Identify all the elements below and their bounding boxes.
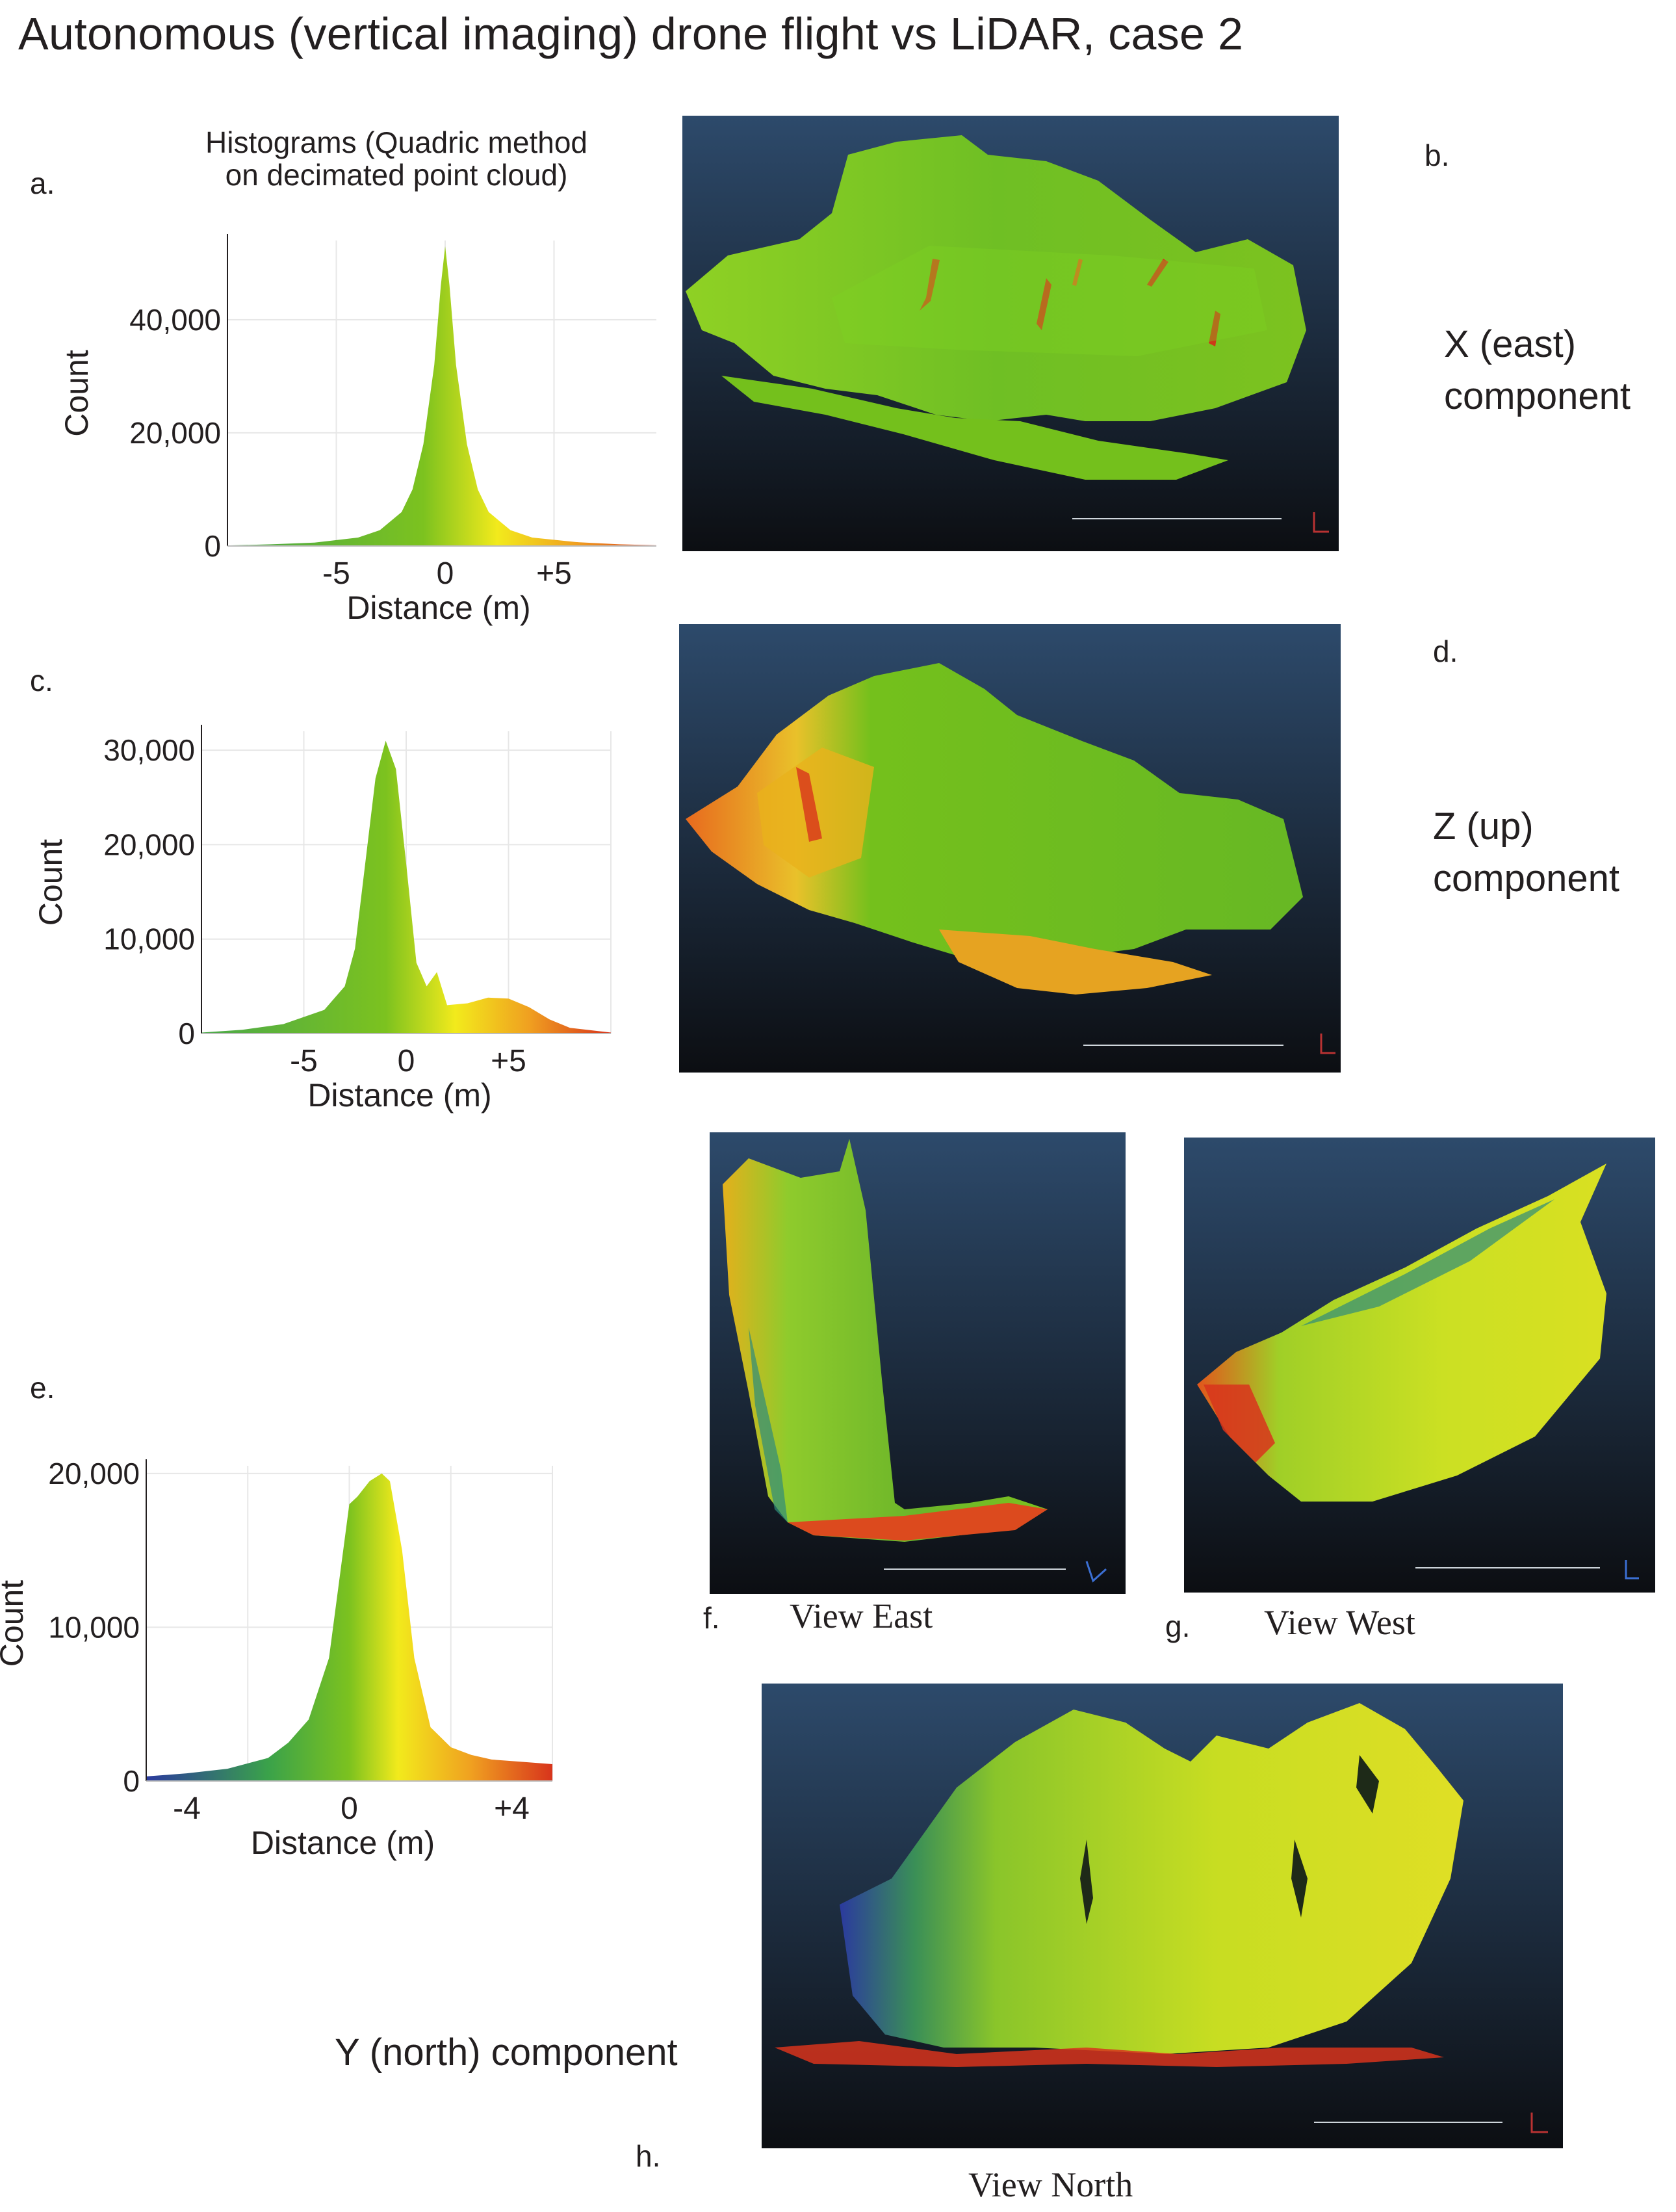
- x-tick-label: +5: [536, 556, 572, 591]
- y-axis-title: Count: [39, 839, 69, 926]
- x-tick-label: 0: [398, 1044, 415, 1078]
- point-cloud-view-west-panel: [1184, 1138, 1655, 1593]
- histogram-area: [146, 1473, 552, 1781]
- histogram-heading-line-2: on decimated point cloud): [225, 158, 568, 192]
- point-cloud-view-north-panel: [762, 1684, 1563, 2148]
- view-west-caption: View West: [1264, 1603, 1415, 1642]
- y-tick-label: 40,000: [129, 303, 221, 337]
- y-tick-label: 20,000: [48, 1457, 140, 1490]
- histogram-heading: Histograms (Quadric method on decimated …: [143, 126, 650, 191]
- y-north-component-label: Y (north) component: [335, 2031, 678, 2074]
- y-axis-title: Count: [58, 350, 95, 437]
- point-cloud-shape: [723, 1139, 1048, 1542]
- x-tick-label: -5: [322, 556, 350, 591]
- panel-label-e: e.: [30, 1371, 55, 1405]
- x-component-line-1: X (east): [1444, 323, 1577, 365]
- y-tick-label: 10,000: [103, 922, 195, 956]
- panel-label-a: a.: [30, 166, 55, 200]
- x-axis-title: Distance (m): [346, 590, 530, 626]
- panel-label-b: b.: [1425, 138, 1450, 172]
- view-north-caption: View North: [968, 2165, 1133, 2204]
- z-component-line-2: component: [1433, 857, 1619, 900]
- point-cloud-view-east-panel: [710, 1132, 1126, 1594]
- y-tick-label: 20,000: [103, 827, 195, 861]
- view-east-caption: View East: [790, 1596, 933, 1635]
- y-axis-title: Count: [0, 1580, 30, 1667]
- y-tick-label: 0: [204, 529, 221, 563]
- panel-label-h: h.: [636, 2139, 661, 2173]
- point-cloud-shape: [686, 663, 1303, 962]
- x-component-line-2: component: [1444, 375, 1631, 417]
- histogram-area: [201, 740, 611, 1034]
- y-tick-label: 30,000: [103, 733, 195, 767]
- panel-label-c: c.: [30, 664, 53, 697]
- point-cloud-shape: [1197, 1164, 1606, 1502]
- y-tick-label: 0: [178, 1017, 195, 1050]
- histogram-area: [227, 246, 656, 546]
- z-component-line-1: Z (up): [1433, 805, 1534, 848]
- point-cloud-shape: [686, 135, 1306, 421]
- y-tick-label: 0: [123, 1764, 140, 1798]
- histogram-heading-line-1: Histograms (Quadric method: [205, 125, 587, 159]
- x-tick-label: 0: [437, 556, 454, 591]
- x-axis-title: Distance (m): [307, 1077, 491, 1113]
- z-up-component-label: Z (up) component: [1433, 801, 1619, 905]
- panel-label-g: g.: [1165, 1609, 1191, 1643]
- x-tick-label: -5: [290, 1044, 318, 1078]
- x-tick-label: +5: [491, 1044, 526, 1078]
- histogram-e: 0 10,000 20,000 -4 0 +4 Distance (m) Count: [0, 1457, 553, 1861]
- panel-label-d: d.: [1433, 634, 1458, 668]
- point-cloud-shape: [840, 1703, 1463, 2054]
- y-tick-label: 10,000: [48, 1610, 140, 1644]
- x-tick-label: 0: [341, 1791, 358, 1826]
- x-tick-label: -4: [173, 1791, 201, 1826]
- point-cloud-z-up-panel: [679, 624, 1341, 1073]
- point-cloud-x-east-panel: [682, 116, 1339, 551]
- y-tick-label: 20,000: [129, 416, 221, 450]
- panel-label-f: f.: [703, 1601, 720, 1635]
- figure-title: Autonomous (vertical imaging) drone flig…: [18, 8, 1244, 59]
- x-east-component-label: X (east) component: [1444, 319, 1631, 423]
- x-axis-title: Distance (m): [251, 1825, 435, 1861]
- x-tick-label: +4: [494, 1791, 530, 1826]
